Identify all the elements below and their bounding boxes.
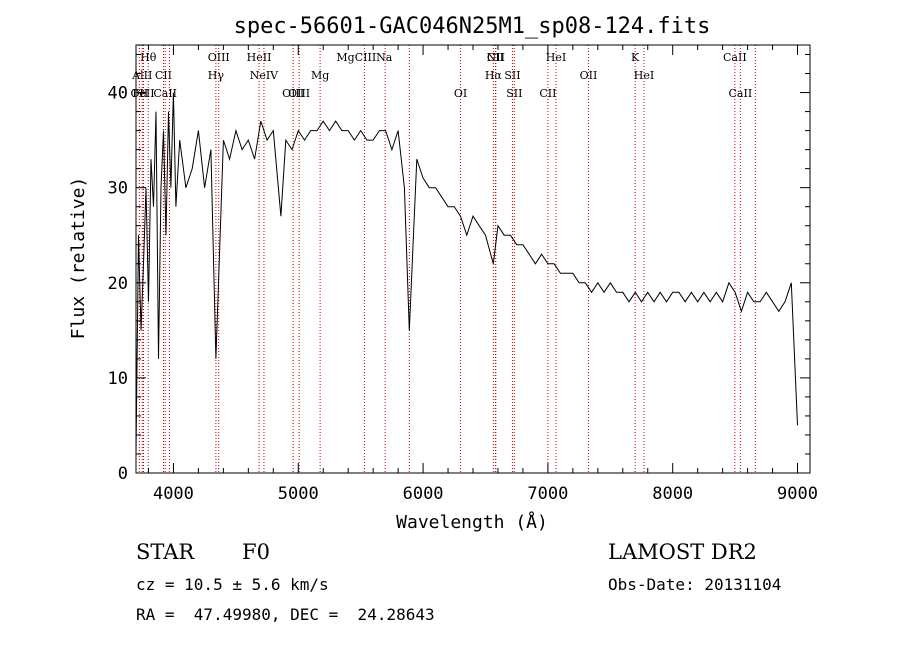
line-marker-label-14: MgCIIINa (336, 51, 392, 64)
y-tick-label-3: 30 (108, 179, 128, 199)
x-tick-label-5: 9000 (777, 484, 818, 504)
plot-frame (135, 44, 811, 474)
line-marker-label-23: CII (539, 87, 556, 100)
line-marker-label-0: Hθ (140, 51, 157, 64)
line-marker-label-1: AlII (131, 69, 152, 82)
x-axis-title: Wavelength (Å) (396, 511, 548, 533)
x-tick-label-4: 8000 (652, 484, 693, 504)
line-marker-label-22: CII (487, 51, 504, 64)
line-marker-label-12: OIII (288, 87, 310, 100)
y-tick-label-0: 0 (118, 464, 128, 484)
y-axis-title: Flux (relative) (68, 177, 89, 340)
redshift-value: cz = 10.5 ± 5.6 km/s (136, 575, 329, 594)
line-marker-label-10: NeIV (250, 69, 279, 82)
x-tick-label-0: 4000 (153, 484, 194, 504)
line-marker-label-4: CaII (153, 87, 177, 100)
line-marker-label-26: HeI (546, 51, 566, 64)
line-marker-label-20: SII (504, 69, 520, 82)
line-marker-label-27: HeI (634, 69, 654, 82)
x-tick-label-2: 6000 (403, 484, 444, 504)
line-marker-label-19: Hα (485, 69, 503, 82)
line-marker-label-5: CII (155, 69, 172, 82)
y-tick-label-4: 40 (108, 84, 128, 104)
line-marker-label-13: Mg (311, 69, 329, 82)
line-marker-label-7: OIII (208, 51, 230, 64)
y-tick-label-2: 20 (108, 274, 128, 294)
line-marker-label-3: FeII (132, 87, 154, 100)
emission-line-markers: HθAlIIOIIFeIICaIICIIOIIIHγHeIINeIVOIIIOI… (131, 45, 756, 473)
y-axis-ticks: 0 10 20 30 40 (108, 54, 810, 484)
line-marker-label-28: CaII (723, 51, 747, 64)
survey-name: LAMOST DR2 (608, 540, 757, 564)
x-tick-label-1: 5000 (278, 484, 319, 504)
chart-title: spec-56601-GAC046N25M1_sp08-124.fits (234, 14, 711, 39)
x-tick-label-3: 7000 (527, 484, 568, 504)
line-marker-label-29: CaII (729, 87, 753, 100)
x-axis-ticks: 4000 5000 6000 7000 8000 9000 (147, 45, 818, 504)
spectrum-line-0 (135, 92, 798, 455)
line-marker-label-25: K (631, 51, 640, 64)
observation-date: Obs-Date: 20131104 (608, 575, 782, 594)
line-marker-label-24: OII (580, 69, 598, 82)
y-tick-label-1: 10 (108, 369, 128, 389)
coordinates: RA = 47.49980, DEC = 24.28643 (136, 605, 435, 624)
line-marker-label-8: Hγ (208, 69, 225, 82)
line-marker-label-21: SII (506, 87, 522, 100)
spectrum-series (135, 92, 798, 455)
object-subclass: F0 (242, 540, 270, 564)
line-marker-label-17: OI (454, 87, 467, 100)
object-class: STAR (136, 540, 195, 564)
line-marker-label-9: HeII (247, 51, 272, 64)
